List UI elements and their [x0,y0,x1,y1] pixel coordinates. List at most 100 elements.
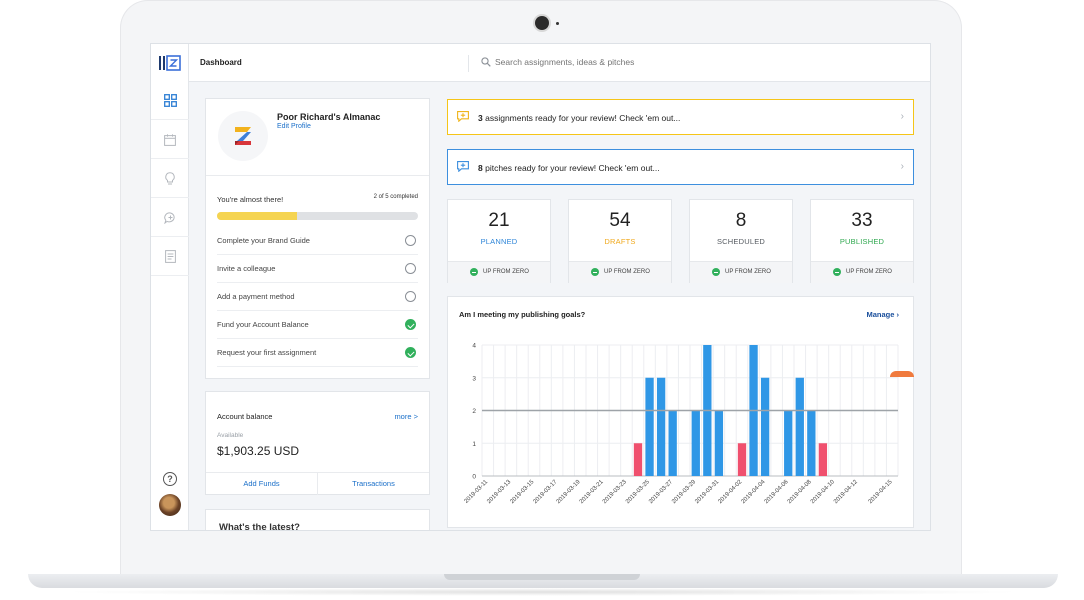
help-icon[interactable]: ? [163,472,177,486]
laptop-base-notch [444,574,640,580]
bar-2019-03-25 [645,377,654,476]
review-message-icon [457,111,469,122]
sidebar-item-dashboard[interactable] [151,82,189,120]
sidebar-item-calendar[interactable] [151,121,189,159]
balance-more-link[interactable]: more > [394,412,418,421]
webcam-indicator [556,22,559,25]
y-tick-label: 3 [472,375,476,382]
stat-label: PLANNED [480,237,518,246]
pitches-review-alert[interactable]: 8 pitches ready for your review! Check '… [447,149,914,185]
calendar-icon [164,133,176,146]
stat-footer: UP FROM ZERO [448,261,550,283]
add-funds-button[interactable]: Add Funds [243,479,280,488]
checkmark-circle-icon[interactable] [405,347,416,358]
balance-available-label: Available [217,432,244,439]
publishing-goals-chart-card: Am I meeting my publishing goals? Manage… [447,296,914,528]
avatar[interactable] [159,494,181,516]
laptop-base [28,574,1058,588]
alert-text: 3 assignments ready for your review! Che… [478,113,680,123]
empty-circle-icon[interactable] [405,263,416,274]
profile-name: Poor Richard's Almanac [277,112,381,122]
onboarding-task[interactable]: Fund your Account Balance [217,311,418,339]
x-tick-label: 2019-04-12 [833,479,859,505]
bar-2019-04-07 [795,377,804,476]
app-screen: ? Dashboard Poor Richard's Almanac Edit … [150,43,931,531]
profile-card: Poor Richard's Almanac Edit Profile You'… [205,98,430,379]
alert-count: 8 [478,163,483,173]
checkmark-circle-icon[interactable] [405,319,416,330]
y-tick-label: 0 [472,474,476,481]
publishing-goals-chart: 012342019-03-112019-03-132019-03-152019-… [464,343,899,505]
bar-2019-03-24 [633,443,643,476]
sidebar-item-pitches[interactable] [151,199,189,237]
chat-widget-icon[interactable] [890,371,914,377]
onboarding-task[interactable]: Add a payment method [217,283,418,311]
sidebar-item-ideas[interactable] [151,160,189,198]
bar-2019-03-31 [714,410,724,476]
onboarding-task[interactable]: Invite a colleague [217,255,418,283]
search-icon [481,57,491,67]
bar-2019-03-26 [656,377,666,476]
y-tick-label: 2 [472,408,476,415]
laptop-shadow [60,588,1026,596]
app-logo-icon[interactable] [159,55,181,71]
document-icon [164,250,176,263]
task-label: Add a payment method [217,292,295,301]
stat-card-scheduled[interactable]: 8 SCHEDULED UP FROM ZERO [689,199,793,283]
bar-2019-04-02 [737,443,747,476]
stat-card-planned[interactable]: 21 PLANNED UP FROM ZERO [447,199,551,283]
x-tick-label: 2019-04-15 [868,479,894,505]
stat-trend-text: UP FROM ZERO [725,269,771,275]
onboarding-task[interactable]: Request your first assignment [217,339,418,367]
empty-circle-icon[interactable] [405,235,416,246]
brand-logo [218,111,268,161]
stat-label: DRAFTS [604,237,636,246]
sidebar: ? [151,44,189,530]
manage-goals-link[interactable]: Manage › [866,310,899,319]
stat-footer: UP FROM ZERO [690,261,792,283]
alert-text: 8 pitches ready for your review! Check '… [478,163,660,173]
stat-value: 54 [609,210,631,231]
balance-title: Account balance [217,412,273,421]
page-title: Dashboard [200,58,242,67]
topbar: Dashboard [189,44,930,82]
review-message-icon [457,161,469,172]
stat-value: 8 [735,210,747,231]
empty-circle-icon[interactable] [405,291,416,302]
alert-count: 3 [478,113,483,123]
edit-profile-link[interactable]: Edit Profile [277,123,311,130]
trend-icon [470,268,478,276]
bar-2019-04-09 [818,443,828,476]
bar-2019-04-04 [760,377,770,476]
trend-icon [591,268,599,276]
stat-label: PUBLISHED [839,237,885,246]
brand-z-logo-icon [235,127,251,145]
divider [206,175,429,176]
stat-label: SCHEDULED [716,237,766,246]
lightbulb-icon [165,172,175,185]
task-label: Invite a colleague [217,264,276,273]
onboarding-progress-bar [217,212,418,220]
transactions-button[interactable]: Transactions [352,479,395,488]
stat-trend-text: UP FROM ZERO [846,269,892,275]
sidebar-item-documents[interactable] [151,238,189,276]
chevron-right-icon: › [900,111,904,122]
stat-card-published[interactable]: 33 PUBLISHED UP FROM ZERO [810,199,914,283]
onboarding-task[interactable]: Complete your Brand Guide [217,227,418,255]
alert-message: assignments ready for your review! Check… [482,113,681,123]
progress-count: 2 of 5 completed [373,194,418,200]
chart-title: Am I meeting my publishing goals? [459,310,586,319]
search-input[interactable] [495,57,795,67]
bar-2019-04-08 [807,410,816,476]
bar-2019-04-06 [784,410,793,476]
y-tick-label: 4 [472,343,476,350]
stat-footer: UP FROM ZERO [569,261,671,283]
trend-icon [833,268,841,276]
trend-icon [712,268,720,276]
stat-trend-text: UP FROM ZERO [483,269,529,275]
progress-fill [217,212,298,220]
assignments-review-alert[interactable]: 3 assignments ready for your review! Che… [447,99,914,135]
latest-card: What's the latest? [205,509,430,530]
stat-card-drafts[interactable]: 54 DRAFTS UP FROM ZERO [568,199,672,283]
balance-amount: $1,903.25 USD [217,444,300,458]
